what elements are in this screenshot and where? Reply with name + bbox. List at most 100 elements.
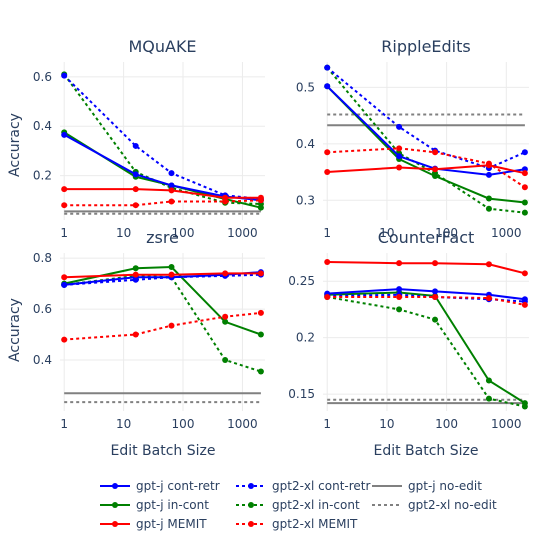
- data-point: [521, 149, 528, 156]
- x-axis-label-right: Edit Batch Size: [374, 443, 479, 459]
- y-tick-label: 0.2: [33, 169, 52, 183]
- data-point: [61, 281, 68, 288]
- data-point: [168, 198, 175, 205]
- data-point: [521, 270, 528, 277]
- data-point: [61, 202, 68, 209]
- data-point: [324, 149, 331, 156]
- series-gpt2-xl-in-cont: [61, 71, 264, 207]
- legend: gpt-j cont-retr gpt-j in-cont gpt-j MEMIT g…: [100, 479, 497, 531]
- legend-label: gpt-j MEMIT: [136, 517, 207, 531]
- y-tick-label: 0.5: [296, 80, 315, 94]
- data-point: [61, 72, 68, 79]
- data-point: [521, 403, 528, 410]
- y-tick-label: 0.4: [33, 119, 52, 133]
- legend-item-gpt-j-in-cont: gpt-j in-cont: [100, 498, 209, 512]
- subplot-title: CounterFact: [378, 228, 475, 247]
- y-tick-label: 0.15: [288, 387, 315, 401]
- series-line: [326, 66, 526, 170]
- legend-item-gpt-j-memit: gpt-j MEMIT: [100, 517, 207, 531]
- legend-label: gpt-j no-edit: [408, 479, 482, 493]
- data-point: [132, 202, 139, 209]
- x-tick-label: 10: [116, 226, 131, 240]
- series-gpt-j-memit: [324, 162, 528, 177]
- series-gpt-j-memit: [324, 259, 528, 277]
- data-point: [222, 198, 229, 205]
- series-gpt2-xl-memit: [61, 197, 264, 209]
- data-point: [257, 331, 264, 338]
- data-point: [222, 318, 229, 325]
- legend-label: gpt2-xl MEMIT: [272, 517, 358, 531]
- data-point: [132, 142, 139, 149]
- data-point: [396, 306, 403, 313]
- x-tick-label: 1000: [227, 417, 258, 431]
- series-gpt2-xl-in-cont: [61, 272, 264, 375]
- data-point: [432, 316, 439, 323]
- data-point: [485, 160, 492, 167]
- x-tick-label: 1: [60, 417, 68, 431]
- data-point: [61, 274, 68, 281]
- data-point: [168, 182, 175, 189]
- y-tick-label: 0.4: [296, 137, 315, 151]
- legend-swatch-marker: [248, 521, 254, 527]
- data-point: [222, 357, 229, 364]
- x-axis-label-left: Edit Batch Size: [111, 443, 216, 459]
- series-gpt-j-cont-retr: [324, 83, 528, 178]
- x-tick-label: 10: [116, 417, 131, 431]
- data-point: [521, 301, 528, 308]
- series-line: [326, 85, 526, 204]
- data-point: [168, 322, 175, 329]
- legend-label: gpt2-xl in-cont: [272, 498, 360, 512]
- subplot-mquake: 0.2 0.4 0.6 1 10 100 1000 MQuAKE: [33, 37, 265, 240]
- data-point: [485, 395, 492, 402]
- y-tick-label: 0.3: [296, 193, 315, 207]
- data-point: [222, 270, 229, 277]
- data-point: [485, 261, 492, 268]
- series-line: [327, 296, 526, 306]
- legend-label: gpt-j in-cont: [136, 498, 209, 512]
- data-point: [521, 209, 528, 216]
- data-point: [257, 309, 264, 316]
- legend-item-gpt2-xl-in-cont: gpt2-xl in-cont: [236, 498, 360, 512]
- series-gpt2-xl-memit: [61, 309, 264, 343]
- data-point: [485, 205, 492, 212]
- x-tick-label: 1: [323, 417, 331, 431]
- data-point: [324, 169, 331, 176]
- y-axis-label-bottom: Accuracy: [7, 298, 23, 362]
- legend-label: gpt2-xl cont-retr: [272, 479, 370, 493]
- y-tick-label: 0.6: [33, 70, 52, 84]
- y-tick-label: 0.25: [288, 274, 315, 288]
- legend-swatch-marker: [248, 483, 254, 489]
- data-point: [432, 149, 439, 156]
- data-point: [324, 294, 331, 301]
- legend-label: gpt-j cont-retr: [136, 479, 220, 493]
- data-point: [521, 184, 528, 191]
- subplot-title: RippleEdits: [381, 37, 470, 56]
- data-point: [396, 164, 403, 171]
- x-tick-label: 1000: [491, 226, 522, 240]
- data-point: [132, 186, 139, 193]
- data-point: [396, 145, 403, 152]
- data-point: [132, 271, 139, 278]
- x-tick-label: 10: [379, 226, 394, 240]
- legend-item-gpt2-xl-memit: gpt2-xl MEMIT: [236, 517, 358, 531]
- data-point: [324, 83, 331, 90]
- x-tick-label: 10: [379, 417, 394, 431]
- x-tick-label: 100: [172, 226, 195, 240]
- data-point: [168, 264, 175, 271]
- x-tick-label: 1: [323, 226, 331, 240]
- data-point: [432, 166, 439, 173]
- data-point: [396, 294, 403, 301]
- legend-swatch-marker: [112, 483, 118, 489]
- series-line: [64, 311, 262, 341]
- legend-item-gpt2-xl-no-edit: gpt2-xl no-edit: [372, 498, 497, 512]
- series-line: [327, 291, 526, 404]
- x-tick-label: 1: [60, 226, 68, 240]
- series-gpt2-xl-memit: [324, 294, 528, 308]
- y-axis-label-top: Accuracy: [7, 113, 23, 177]
- data-point: [485, 171, 492, 178]
- data-point: [485, 195, 492, 202]
- legend-label: gpt2-xl no-edit: [408, 498, 497, 512]
- data-point: [132, 331, 139, 338]
- data-point: [521, 199, 528, 206]
- legend-item-gpt2-xl-cont-retr: gpt2-xl cont-retr: [236, 479, 370, 493]
